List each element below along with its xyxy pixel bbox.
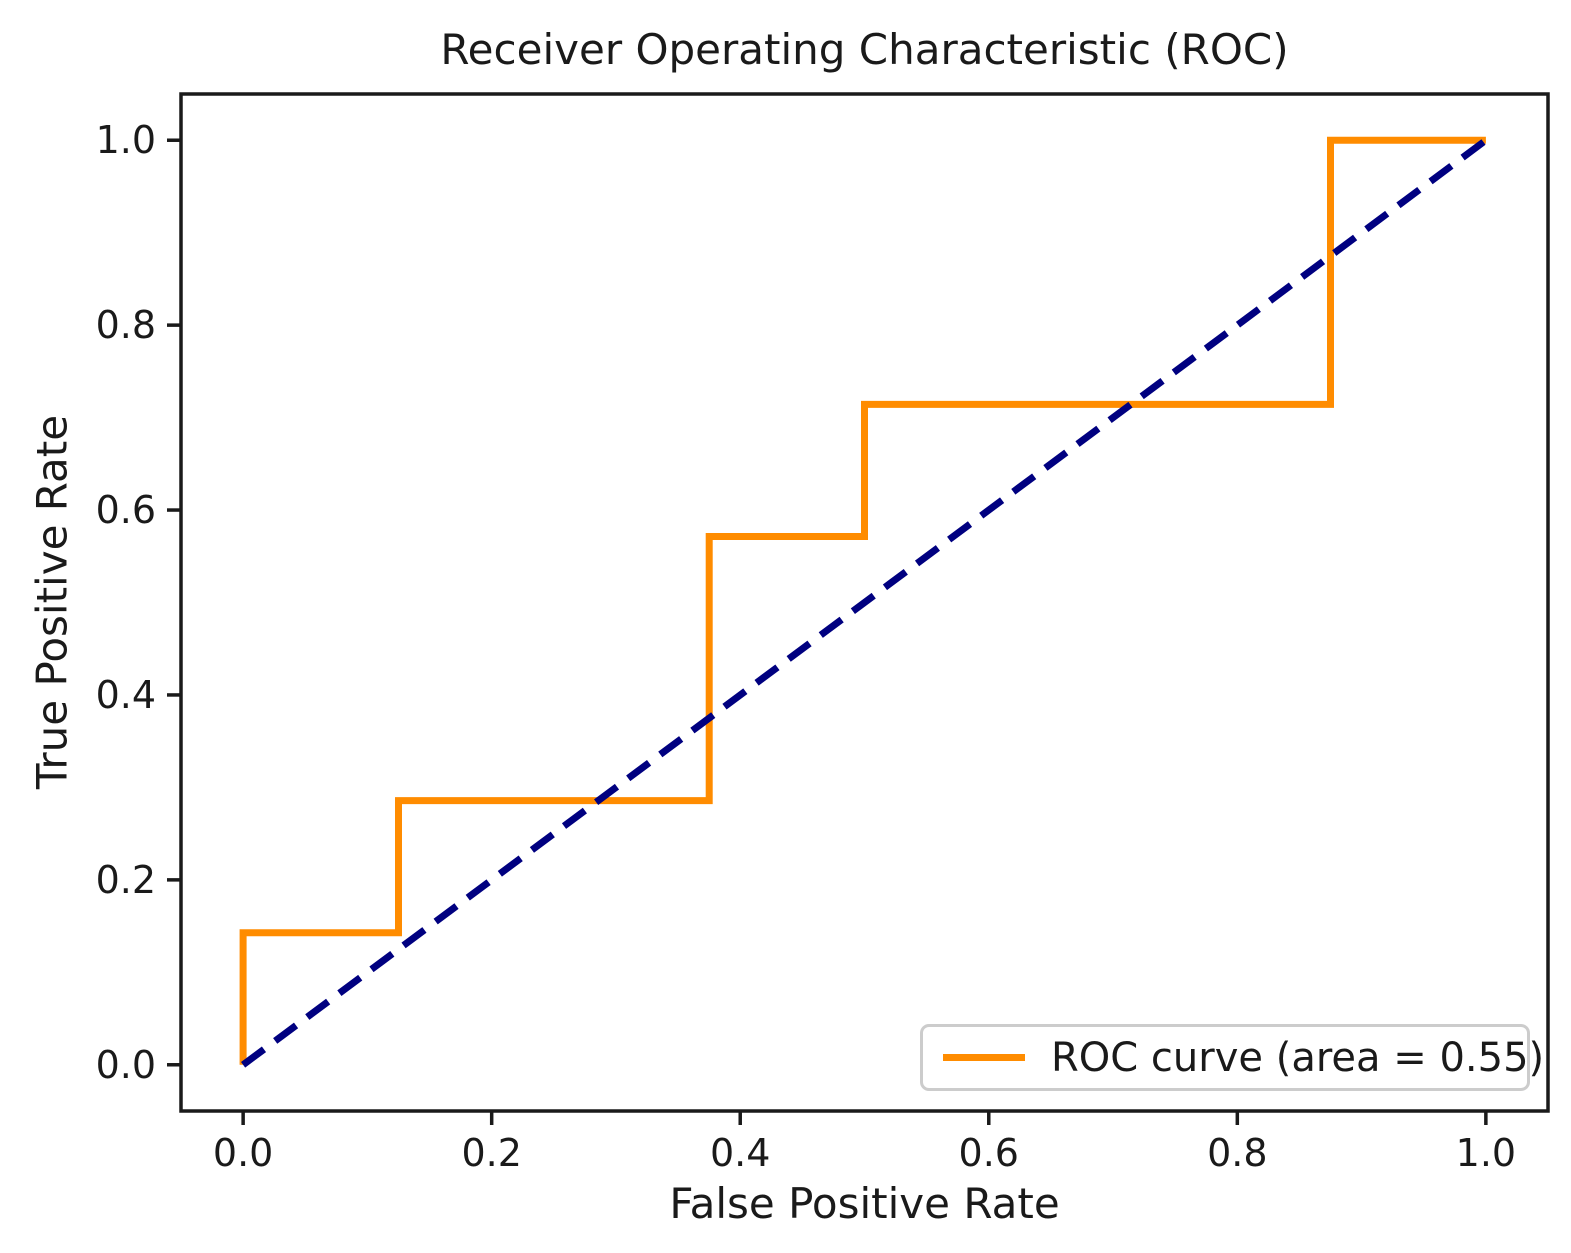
y-tick-label: 0.8: [95, 303, 156, 348]
x-tick-label: 0.6: [958, 1131, 1019, 1175]
y-tick-label: 1.0: [95, 118, 156, 163]
x-axis-label: False Positive Rate: [669, 1179, 1060, 1228]
x-tick-label: 1.0: [1455, 1131, 1517, 1175]
x-tick-label: 0.4: [710, 1131, 771, 1175]
chance-diagonal-line: [241, 137, 1488, 1068]
plot-border: [179, 92, 1550, 1113]
y-tick-label: 0.2: [95, 857, 156, 902]
legend: ROC curve (area = 0.55): [920, 1024, 1544, 1091]
y-axis-label: True Positive Rate: [27, 414, 77, 790]
x-tick-label: 0.0: [212, 1131, 274, 1175]
x-tick-label: 0.8: [1207, 1131, 1268, 1175]
x-tick-label: 0.2: [461, 1131, 522, 1175]
chart-title: Receiver Operating Characteristic (ROC): [440, 25, 1289, 74]
legend-line-swatch: [943, 1054, 1025, 1061]
legend-label: ROC curve (area = 0.55): [1051, 1034, 1545, 1081]
y-tick-label: 0.0: [95, 1042, 156, 1087]
y-tick-label: 0.4: [95, 672, 156, 717]
roc-curve-line: [239, 136, 1486, 1065]
y-tick-label: 0.6: [95, 488, 156, 533]
